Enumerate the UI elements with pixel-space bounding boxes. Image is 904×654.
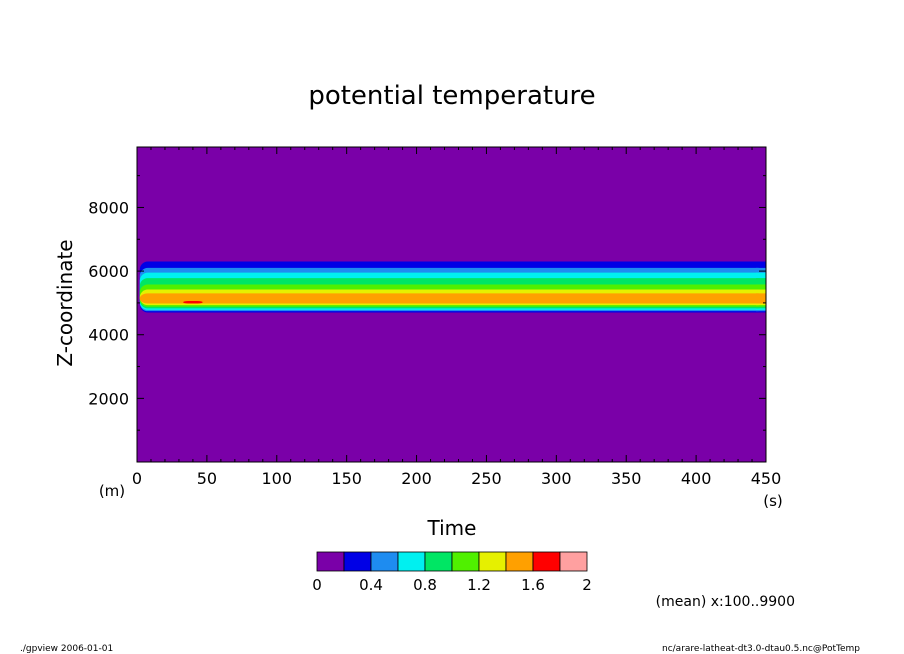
y-tick-label: 4000: [88, 326, 129, 345]
plot-area: [137, 147, 767, 462]
x-tick-label: 50: [197, 469, 217, 488]
colorbar-segment: [424, 551, 453, 572]
colorbar-segment: [370, 551, 399, 572]
x-tick-label: 200: [401, 469, 432, 488]
colorbar-segment: [343, 551, 372, 572]
footer-right: nc/arare-latheat-dt3.0-dtau0.5.nc@PotTem…: [662, 644, 860, 654]
x-axis-unit: (s): [763, 492, 783, 510]
y-tick-label: 6000: [88, 262, 129, 281]
contour-band-level-8: [183, 301, 203, 304]
x-tick-label: 300: [541, 469, 572, 488]
chart-title: potential temperature: [308, 81, 595, 111]
colorbar-tick-label: 0.8: [413, 576, 437, 594]
x-tick-label: 450: [751, 469, 782, 488]
colorbar-tick-label: 0: [312, 576, 322, 594]
colorbar-segment: [316, 551, 345, 572]
colorbar-tick-label: 1.6: [521, 576, 545, 594]
x-tick-label: 0: [132, 469, 142, 488]
colorbar-segment: [559, 551, 588, 572]
contour-band-edge-7: [756, 293, 766, 304]
colorbar-tick-label: 0.4: [359, 576, 383, 594]
colorbar-segment: [478, 551, 507, 572]
x-axis-label: Time: [427, 516, 477, 540]
y-axis-unit: (m): [99, 482, 125, 500]
plot-frame: [136, 146, 767, 463]
axes: 0 50 100 150 200 250 300 350 400 450 2000 4000 6000 8…: [88, 146, 782, 488]
x-tick-label: 400: [681, 469, 712, 488]
colorbar-segment: [505, 551, 534, 572]
mean-annotation: (mean) x:100..9900: [656, 594, 795, 610]
colorbar: 0 0.4 0.8 1.2 1.6 2: [312, 551, 592, 594]
x-tick-label: 100: [262, 469, 293, 488]
colorbar-segment: [451, 551, 480, 572]
y-tick-label: 2000: [88, 389, 129, 408]
footer-left: ./gpview 2006-01-01: [20, 644, 113, 654]
contour-band-level-7: [139, 293, 767, 304]
colorbar-tick-label: 1.2: [467, 576, 491, 594]
colorbar-segment: [532, 551, 561, 572]
colorbar-segment: [397, 551, 426, 572]
x-tick-label: 150: [331, 469, 362, 488]
x-tick-label: 350: [611, 469, 642, 488]
x-tick-label: 250: [471, 469, 502, 488]
y-axis-label: Z-coordinate: [53, 239, 77, 366]
y-tick-label: 8000: [88, 198, 129, 217]
colorbar-tick-label: 2: [582, 576, 592, 594]
